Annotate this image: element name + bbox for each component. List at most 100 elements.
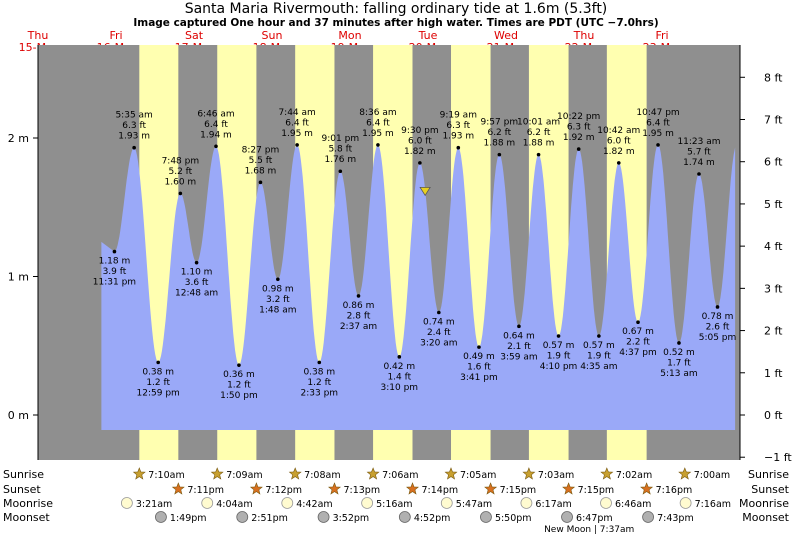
- tide-label: 0.78 m: [702, 312, 734, 322]
- tide-label: 6.3 ft: [567, 123, 591, 133]
- sunrise-icon: [678, 467, 692, 480]
- tide-point: [132, 145, 136, 150]
- tide-label: 10:42 am: [597, 126, 640, 136]
- tide-point: [214, 144, 218, 149]
- sunrise-icon: [366, 467, 380, 480]
- tide-label: 7:44 am: [278, 108, 315, 118]
- tide-label: 6.3 ft: [446, 121, 470, 131]
- tide-label: 0.42 m: [383, 362, 415, 372]
- moonset-icon: [236, 511, 249, 523]
- astro-row-label-left: Moonrise: [3, 497, 53, 510]
- tide-label: 6.4 ft: [366, 118, 390, 128]
- tide-point: [317, 360, 322, 365]
- moonrise-icon: [600, 497, 612, 509]
- tide-point: [576, 147, 581, 151]
- astro-time: 7:16am: [695, 499, 731, 510]
- astro-time: 7:14pm: [421, 485, 458, 496]
- sunrise-icon: [132, 467, 146, 480]
- tide-point: [636, 320, 640, 325]
- tide-label: 1.82 m: [404, 147, 436, 157]
- sunset-icon: [562, 482, 576, 495]
- astro-time: 5:50pm: [495, 513, 532, 524]
- axes-group: 0 m 1 m 2 m −1 ft 0 ft 1 ft 2 ft 3 ft 4 ft 5 ft 6 …: [8, 45, 792, 464]
- tide-label: 3.9 ft: [103, 267, 127, 277]
- tide-label: 1:48 am: [259, 305, 296, 315]
- tide-label: 8:36 am: [359, 108, 396, 118]
- astro-row-label-left: Sunset: [3, 483, 41, 496]
- sunrise-icon: [600, 467, 614, 480]
- tide-label: 1.88 m: [523, 139, 555, 149]
- tide-label: 2.1 ft: [507, 342, 531, 352]
- right-tick-label: 6 ft: [764, 156, 783, 169]
- astro-time: 7:05am: [460, 470, 496, 481]
- moonrise-icon: [361, 497, 374, 509]
- moonset-icon: [642, 511, 654, 523]
- astro-time: 6:17am: [535, 499, 571, 510]
- tide-label: 5.7 ft: [687, 148, 711, 158]
- day-name: Mon: [338, 29, 361, 42]
- tide-label: 4:10 pm: [540, 362, 578, 372]
- tide-label: 2.8 ft: [347, 311, 371, 321]
- right-tick-label: 3 ft: [764, 282, 783, 295]
- tide-label: 1.74 m: [683, 158, 715, 168]
- day-name: Thu: [573, 29, 595, 42]
- tide-label: 9:57 pm: [481, 118, 519, 128]
- tide-label: 1.2 ft: [227, 381, 251, 391]
- astro-time: 4:04am: [216, 499, 252, 510]
- astro-time: 5:16am: [376, 499, 412, 510]
- tide-label: 12:59 pm: [137, 388, 180, 398]
- tide-label: 6.4 ft: [646, 118, 670, 128]
- current-tide-marker: [419, 187, 431, 197]
- tide-point: [517, 324, 521, 329]
- astro-time: 7:08am: [304, 470, 340, 481]
- sunrise-icon: [210, 467, 224, 480]
- tide-label: 1.60 m: [165, 177, 197, 187]
- tide-label: 0.49 m: [463, 352, 495, 362]
- tide-label: 6.3 ft: [122, 121, 146, 131]
- astro-time: 4:42am: [296, 499, 332, 510]
- tide-label: 1.2 ft: [307, 378, 331, 388]
- tide-label: 1.76 m: [324, 155, 356, 165]
- tide-label: 1.88 m: [484, 139, 516, 149]
- sunset-icon: [484, 482, 498, 495]
- tide-label: 2.4 ft: [427, 328, 451, 338]
- tide-label: 3:41 pm: [460, 373, 498, 383]
- right-tick-label: 8 ft: [764, 71, 783, 84]
- tide-point: [156, 360, 160, 365]
- moonset-icon: [398, 511, 411, 523]
- astro-row-label-right: Sunset: [751, 483, 789, 496]
- tide-label: 0.57 m: [543, 341, 575, 351]
- sunset-icon: [328, 482, 341, 495]
- astro-row-label-right: Moonrise: [739, 497, 789, 510]
- tide-label: 0.36 m: [223, 370, 255, 380]
- tide-point: [258, 180, 263, 185]
- tide-label: 1.9 ft: [547, 352, 571, 362]
- tide-label: 0.52 m: [663, 348, 695, 358]
- tide-point: [616, 161, 621, 165]
- tide-label: 0.38 m: [303, 367, 335, 377]
- right-tick-label: −1 ft: [764, 451, 792, 464]
- tide-label: 10:47 pm: [636, 108, 679, 118]
- tide-label: 10:01 am: [517, 118, 560, 128]
- astro-time: 7:03am: [538, 470, 574, 481]
- moonrise-icon: [520, 497, 533, 509]
- astro-time: 5:47am: [456, 499, 492, 510]
- tide-label: 6.0 ft: [607, 136, 631, 146]
- tide-label: 0.57 m: [583, 341, 615, 351]
- astro-time: 2:51pm: [251, 513, 288, 524]
- tide-label: 6.4 ft: [285, 118, 309, 128]
- day-name: Sun: [262, 29, 283, 42]
- tide-label: 8:27 pm: [242, 145, 280, 155]
- tide-point: [237, 363, 241, 367]
- tide-label: 1.10 m: [181, 268, 213, 278]
- astro-time: 7:09am: [226, 470, 262, 481]
- astro-time: 7:10am: [148, 470, 184, 481]
- tide-point: [338, 169, 343, 174]
- tide-label: 1.9 ft: [587, 352, 611, 362]
- moonrise-icon: [440, 497, 453, 509]
- tide-label: 0.86 m: [343, 301, 375, 311]
- tide-point: [437, 310, 441, 315]
- tide-label: 3.6 ft: [185, 278, 209, 288]
